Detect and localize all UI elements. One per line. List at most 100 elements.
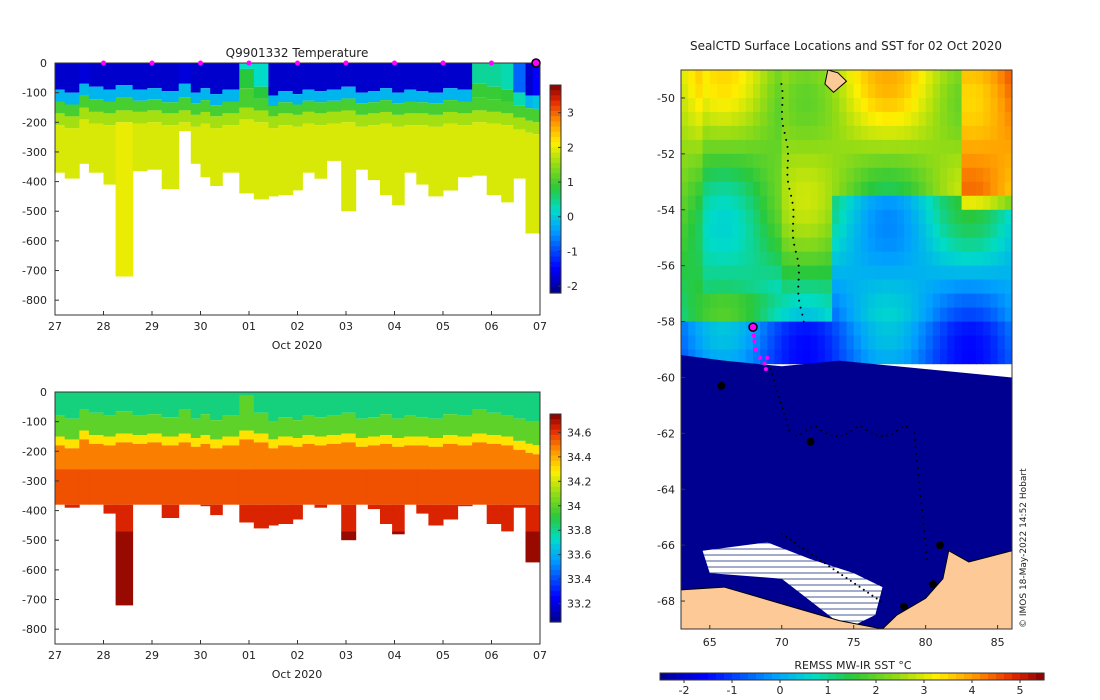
colorbar-segment: [550, 85, 561, 91]
sst-cell: [940, 209, 948, 225]
sst-cell: [983, 349, 992, 365]
sst-cell: [745, 125, 754, 141]
profile-cell: [457, 101, 473, 114]
sst-cell: [911, 293, 920, 309]
sst-cell: [940, 265, 948, 281]
track-dot: [850, 429, 853, 432]
sst-cell: [824, 209, 833, 225]
sst-cell: [860, 98, 869, 113]
sst-cell: [853, 84, 862, 99]
sst-cell: [709, 265, 718, 281]
profile-cell: [472, 409, 488, 434]
profile-cell: [103, 89, 117, 102]
sst-cell: [860, 153, 869, 169]
colorbar-tick-label: 34.6: [567, 426, 592, 439]
profile-cell: [532, 454, 540, 470]
sst-cell: [731, 139, 740, 155]
profile-cell: [268, 504, 279, 526]
colorbar-segment: [550, 277, 561, 284]
track-dot: [783, 131, 786, 134]
sst-cell: [925, 125, 934, 141]
profile-cell: [79, 95, 90, 108]
sst-cell: [738, 153, 747, 169]
profile-cell: [457, 436, 473, 446]
profile-cell: [380, 504, 393, 524]
sst-cell: [832, 251, 840, 267]
sst-cell: [832, 139, 840, 155]
sst-cell: [709, 195, 718, 211]
sst-cell: [860, 167, 869, 183]
sst-cell: [846, 223, 855, 239]
sst-cell: [738, 237, 747, 253]
profile-cell: [392, 126, 405, 206]
sst-cell: [803, 279, 812, 295]
colorbar-tick-label: -1: [567, 245, 578, 258]
profile-cell: [532, 109, 540, 123]
profile-cell: [443, 123, 459, 191]
sst-cell: [911, 307, 920, 323]
profile-cell: [292, 104, 303, 115]
profile-cell: [79, 119, 90, 164]
track-cluster: [806, 437, 815, 446]
track-dot: [836, 571, 839, 574]
sst-cell: [997, 209, 1006, 225]
sst-cell: [932, 279, 941, 295]
sst-cell: [918, 321, 927, 337]
sst-cell: [983, 293, 992, 309]
profile-cell: [190, 63, 201, 93]
sst-cell: [932, 209, 941, 225]
track-dot: [919, 495, 922, 498]
profile-cell: [314, 469, 328, 505]
sst-cell: [976, 139, 984, 155]
profile-cell: [314, 102, 328, 114]
profile-cell: [147, 392, 163, 415]
sst-cell: [817, 98, 826, 113]
sst-cell: [997, 335, 1006, 351]
track-dot: [819, 559, 822, 562]
sst-cell: [810, 321, 819, 337]
profile-cell: [253, 442, 269, 470]
sst-cell: [767, 167, 776, 183]
sst-cell: [745, 279, 754, 295]
sst-cell: [853, 293, 862, 309]
sst-cell: [681, 167, 689, 183]
profile-cell: [210, 105, 223, 117]
sst-cell: [724, 265, 733, 281]
sst-cell: [904, 251, 912, 267]
profile-cell: [355, 446, 369, 469]
profile-cell: [268, 95, 279, 106]
sst-cell: [738, 139, 747, 155]
latest-position: [748, 322, 758, 332]
sst-cell: [724, 293, 733, 309]
profile-cell: [161, 469, 180, 505]
x-tick-label: 27: [48, 320, 62, 333]
colorbar-segment: [550, 502, 561, 509]
sst-cell: [738, 349, 747, 365]
profile-cell: [392, 531, 405, 535]
track-dot: [779, 401, 782, 404]
sst-cell: [753, 181, 761, 197]
sst-cell: [817, 321, 826, 337]
profile-cell: [428, 446, 444, 469]
profile-cell: [428, 114, 444, 127]
sst-cell: [983, 307, 992, 323]
sst-cell: [709, 139, 718, 155]
sst-cell: [796, 335, 804, 351]
sst-cell: [911, 125, 920, 141]
sst-cell: [911, 321, 920, 337]
sst-cell: [896, 70, 905, 85]
sst-cell: [810, 293, 819, 309]
sst-cell: [810, 111, 819, 127]
sst-cell: [738, 209, 747, 225]
track-dot: [921, 509, 924, 512]
x-tick-label: 06: [485, 320, 499, 333]
sst-cell: [717, 125, 725, 141]
profile-cell: [239, 88, 255, 108]
profile-cell: [278, 445, 294, 470]
track-dot: [776, 390, 779, 393]
sst-cell: [738, 293, 747, 309]
colorbar-segment: [550, 429, 561, 436]
colorbar-segment: [550, 168, 561, 174]
track-dot: [905, 425, 908, 428]
profile-cell: [210, 504, 223, 516]
